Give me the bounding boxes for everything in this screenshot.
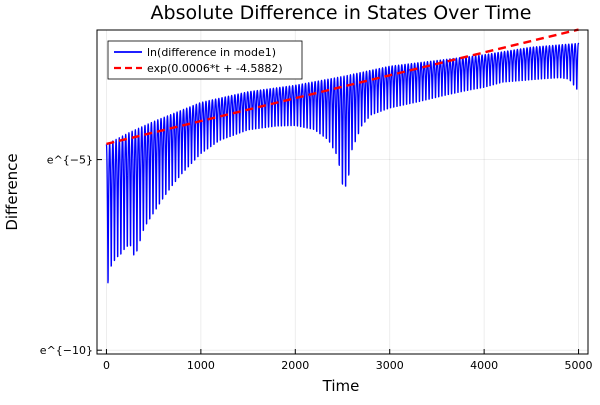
x-axis-ticks: 0 1000 2000 3000 4000 5000 [103, 349, 593, 372]
legend-label-series-1: ln(difference in mode1) [147, 46, 276, 59]
y-axis-label: Difference [3, 153, 21, 230]
series-layer [105, 28, 580, 284]
series-line-exp-fit [106, 28, 579, 146]
legend: ln(difference in mode1) exp(0.0006*t + -… [107, 40, 303, 80]
x-tick-label: 3000 [376, 359, 404, 372]
chart-title: Absolute Difference in States Over Time [151, 2, 532, 24]
x-tick-label: 5000 [565, 359, 593, 372]
legend-box [107, 40, 303, 80]
x-tick-label: 0 [103, 359, 110, 372]
legend-label-series-2: exp(0.0006*t + -4.5882) [147, 62, 283, 75]
x-tick-label: 4000 [470, 359, 498, 372]
y-axis-ticks: e^{−10} e^{−5} [40, 154, 102, 357]
y-tick-label: e^{−10} [40, 344, 93, 357]
x-tick-label: 2000 [281, 359, 309, 372]
x-tick-label: 1000 [187, 359, 215, 372]
x-axis-label: Time [322, 377, 360, 395]
series-line-mode1 [105, 42, 580, 284]
y-tick-label: e^{−5} [47, 154, 93, 167]
plot-frame [96, 29, 589, 355]
